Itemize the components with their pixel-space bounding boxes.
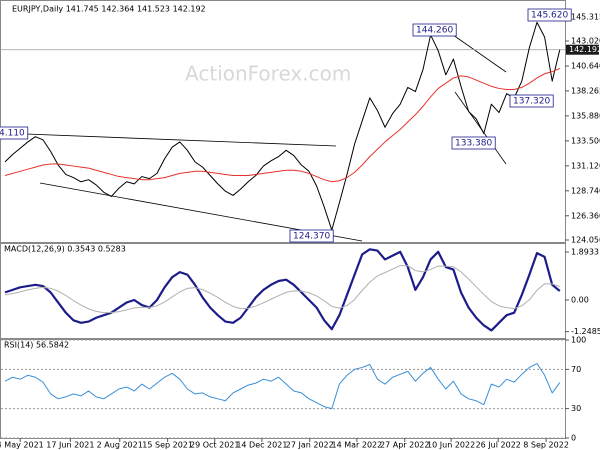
x-tick-label: 4 May 2021 (0, 441, 44, 450)
annotation-box (412, 23, 457, 37)
trend-line (0, 132, 337, 147)
y-tick-label: 0.00 (571, 295, 589, 304)
series-line (4, 248, 561, 332)
x-tick-label: 10 Jun 2022 (427, 441, 475, 450)
annotation-label: 133.380 (455, 139, 492, 149)
y-tick-label: 135.880 (571, 111, 600, 120)
y-tick-label: 131.120 (571, 161, 600, 170)
annotation-label: 137.320 (513, 97, 550, 107)
x-tick-label: 26 Jul 2022 (476, 441, 521, 450)
x-tick-label: 27 Jan 2022 (286, 441, 334, 450)
x-tick-label: 14 Mar 2022 (332, 441, 383, 450)
last-price-label: 142.192 (569, 45, 600, 54)
series-line (4, 265, 560, 314)
y-tick-label: 133.500 (571, 136, 600, 145)
annotation-box (0, 126, 29, 140)
y-tick-label: 0 (571, 434, 576, 443)
x-tick-label: 27 Apr 2022 (380, 441, 429, 450)
annotation-box (451, 136, 496, 150)
series-line (4, 363, 561, 410)
annotation: 145.620 (527, 8, 572, 22)
annotation-label: 124.370 (293, 232, 330, 242)
annotation: 133.380 (451, 136, 496, 150)
annotation-box (289, 229, 334, 243)
annotation-label: 4.110 (0, 129, 25, 139)
x-tick-label: 2 Aug 2021 (97, 441, 143, 450)
trend-line (445, 29, 507, 73)
y-tick-label: 124.050 (571, 236, 600, 245)
annotation-label: 145.620 (531, 11, 568, 21)
y-tick-label: 100 (571, 336, 586, 345)
x-tick-label: 17 Jun 2021 (46, 441, 94, 450)
y-tick-label: 126.360 (571, 211, 600, 220)
annotation-box (527, 8, 572, 22)
panel-title: RSI(14) 56.5842 (4, 341, 69, 350)
y-tick-label: 138.265 (571, 86, 600, 95)
x-tick-label: 15 Sep 2021 (142, 441, 193, 450)
y-tick-label: 1.8933 (571, 248, 599, 257)
y-tick-label: -1.2485 (571, 327, 600, 336)
macd-frame (0, 243, 566, 339)
annotation: 4.110 (0, 126, 29, 140)
y-tick-label: 128.740 (571, 186, 600, 195)
y-tick-label: 140.640 (571, 61, 600, 70)
annotation-box (509, 94, 554, 108)
x-tick-label: 8 Sep 2022 (523, 441, 569, 450)
price-frame (0, 0, 566, 243)
panel-title: MACD(12,26,9) 0.3543 0.5283 (4, 245, 126, 254)
series-line (4, 21, 561, 231)
panel-title: EURJPY,Daily 141.745 142.364 141.523 142… (12, 5, 206, 14)
watermark: ActionForex.com (185, 62, 351, 86)
last-price-box (566, 44, 599, 55)
annotation: 124.370 (289, 229, 334, 243)
annotation: 137.320 (509, 94, 554, 108)
series-line (4, 68, 560, 183)
y-tick-label: 70 (571, 365, 581, 374)
x-tick-label: 29 Oct 2021 (190, 441, 239, 450)
annotation-label: 144.260 (416, 26, 453, 36)
x-tick-label: 14 Dec 2021 (236, 441, 287, 450)
y-tick-label: 30 (571, 404, 581, 413)
rsi-frame (0, 339, 566, 439)
y-tick-label: 145.315 (571, 12, 600, 21)
annotation: 144.260 (412, 23, 457, 37)
y-tick-label: 143.020 (571, 37, 600, 46)
